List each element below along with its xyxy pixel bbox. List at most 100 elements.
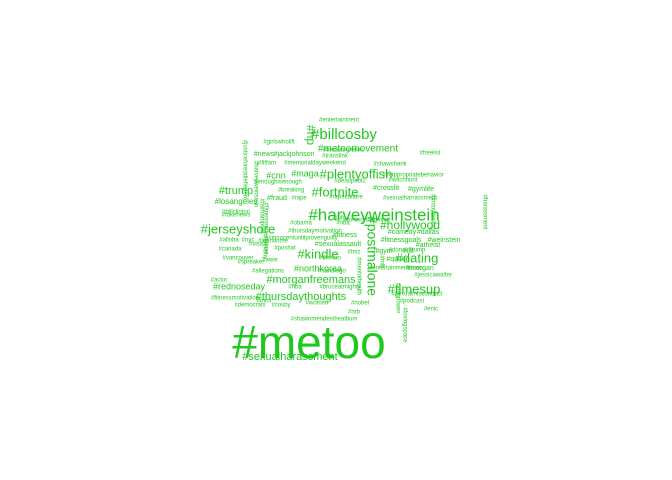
word-41: #jackjohnson: [274, 151, 315, 158]
word-42: #fitfam: [258, 161, 276, 167]
word-6: #kindle: [297, 246, 338, 261]
word-0: #metoo: [232, 316, 385, 368]
word-91: #mlb: [378, 255, 384, 269]
word-13: #morganfreemans: [266, 274, 356, 286]
word-76: #sexualmisconduct: [391, 292, 442, 298]
word-71: #nba: [288, 285, 302, 291]
word-9: #hollywood: [380, 218, 440, 232]
word-77: #podcast: [400, 299, 425, 305]
word-30: #qanon: [386, 256, 409, 263]
word-21: #losangeles: [215, 197, 258, 206]
word-55: #pushat: [274, 246, 296, 252]
word-92: #mentalhealth: [355, 257, 361, 295]
word-39: #girlswholift: [263, 140, 295, 146]
word-10: #postmalone: [364, 216, 380, 296]
word-58: #nba: [336, 221, 350, 227]
word-52: #spreaker: [238, 260, 265, 266]
word-23: #morgan: [406, 265, 434, 272]
word-37: #fraud: [267, 195, 287, 202]
word-17: #maga: [291, 168, 319, 178]
word-96: #fridayfeeling: [429, 194, 435, 230]
word-5: #fortnite: [312, 184, 359, 199]
word-40: #news: [254, 151, 275, 158]
word-84: #entertainment: [319, 118, 359, 124]
word-93: #kingpower: [394, 283, 400, 314]
word-94: #lovingspace: [401, 307, 407, 343]
word-57: #ufc: [334, 216, 345, 222]
word-80: #entertainmentnews: [369, 266, 423, 272]
word-25: #sexualassault: [315, 241, 361, 248]
word-44: #shawshank: [373, 162, 407, 168]
word-56: #tmz: [347, 250, 360, 256]
word-48: #nyc: [242, 238, 255, 244]
word-49: #visa: [249, 242, 264, 248]
word-66: #fitnessmotivation: [211, 296, 259, 302]
word-31: #fitness: [333, 232, 358, 239]
word-7: #dating: [396, 250, 439, 265]
word-1: #harveyweinstein: [308, 205, 439, 224]
word-15: #trump: [219, 185, 253, 197]
word-54: #wwe: [262, 258, 278, 264]
word-98: #harveyweinstein: [252, 161, 258, 207]
word-65: #actor: [211, 278, 228, 284]
word-32: #crossfit: [373, 185, 399, 192]
word-88: #deadpool2: [334, 179, 366, 185]
word-63: #thmtoo: [319, 256, 341, 262]
word-27: #weinstein: [427, 237, 460, 244]
word-72: #bruceatmighty: [319, 285, 360, 291]
word-97: #mlm: [257, 299, 272, 305]
word-22: #nfl: [402, 248, 414, 255]
word-86: #translink: [322, 154, 349, 160]
word-78: #enic: [424, 307, 438, 313]
word-43: #memorialdayweekend: [284, 161, 346, 167]
word-64: #sandiego: [318, 269, 346, 275]
word-2: #billcosby: [311, 126, 377, 143]
word-29: #gym: [375, 248, 392, 255]
word-16: #metoomovement: [318, 144, 398, 155]
word-35: #sexualharrassment: [383, 196, 437, 202]
word-75: #shawnmendesthealbum: [291, 317, 358, 323]
word-45: #billclinton: [222, 210, 250, 216]
word-20: #northkorea: [294, 263, 342, 273]
word-83: #witchhunt: [389, 178, 418, 184]
word-73: #nobel: [351, 301, 369, 307]
word-19: #rednoseday: [213, 281, 266, 291]
word-14: #thursdaythoughts: [256, 291, 347, 303]
word-3: #plentyoffish: [320, 166, 393, 181]
word-90: #fortworthsummit: [344, 218, 390, 224]
word-34: #atheist: [416, 242, 441, 249]
word-50: #canada: [218, 247, 242, 253]
word-59: #obama: [290, 221, 312, 227]
word-69: #women: [306, 301, 329, 307]
word-85: #breakingnews: [323, 148, 363, 154]
word-62: #leanonme: [258, 239, 288, 245]
word-87: #enoughisenough: [254, 180, 302, 186]
word-99: #justiceforeddiefiedero: [241, 140, 247, 201]
word-68: #cosby: [271, 303, 290, 309]
word-82: #inappropriatebehavior: [382, 173, 443, 179]
word-12: #sexualharassment: [242, 351, 337, 363]
word-70: #donaldtrump: [389, 248, 426, 254]
word-51: #vancouver: [222, 256, 253, 262]
word-18: #cnn: [266, 170, 286, 180]
word-74: #nrb: [348, 310, 361, 316]
word-67: #democrats: [234, 303, 265, 309]
word-102: #thefishy: [261, 235, 267, 259]
word-95: #harassment: [481, 195, 487, 230]
word-101: #fitnessredemption: [262, 203, 268, 254]
word-89: #rapeculture: [329, 195, 363, 201]
word-38: #rape: [291, 196, 307, 202]
word-100: #fairhampton: [258, 198, 264, 233]
word-47: #allnba: [219, 238, 239, 244]
word-79: #jessicawalter: [414, 273, 452, 279]
word-61: #innocentuntilprovenguilty: [268, 236, 337, 242]
word-11: #hp: [304, 125, 318, 145]
word-26: #fitnessgoals: [381, 237, 422, 244]
word-8: #timesup: [388, 281, 441, 296]
word-81: #freelist: [419, 151, 440, 157]
word-53: #allegations: [252, 269, 284, 275]
word-33: #gymlife: [408, 186, 434, 193]
word-36: #breaking: [278, 188, 304, 194]
word-24: #comedy: [388, 229, 417, 236]
